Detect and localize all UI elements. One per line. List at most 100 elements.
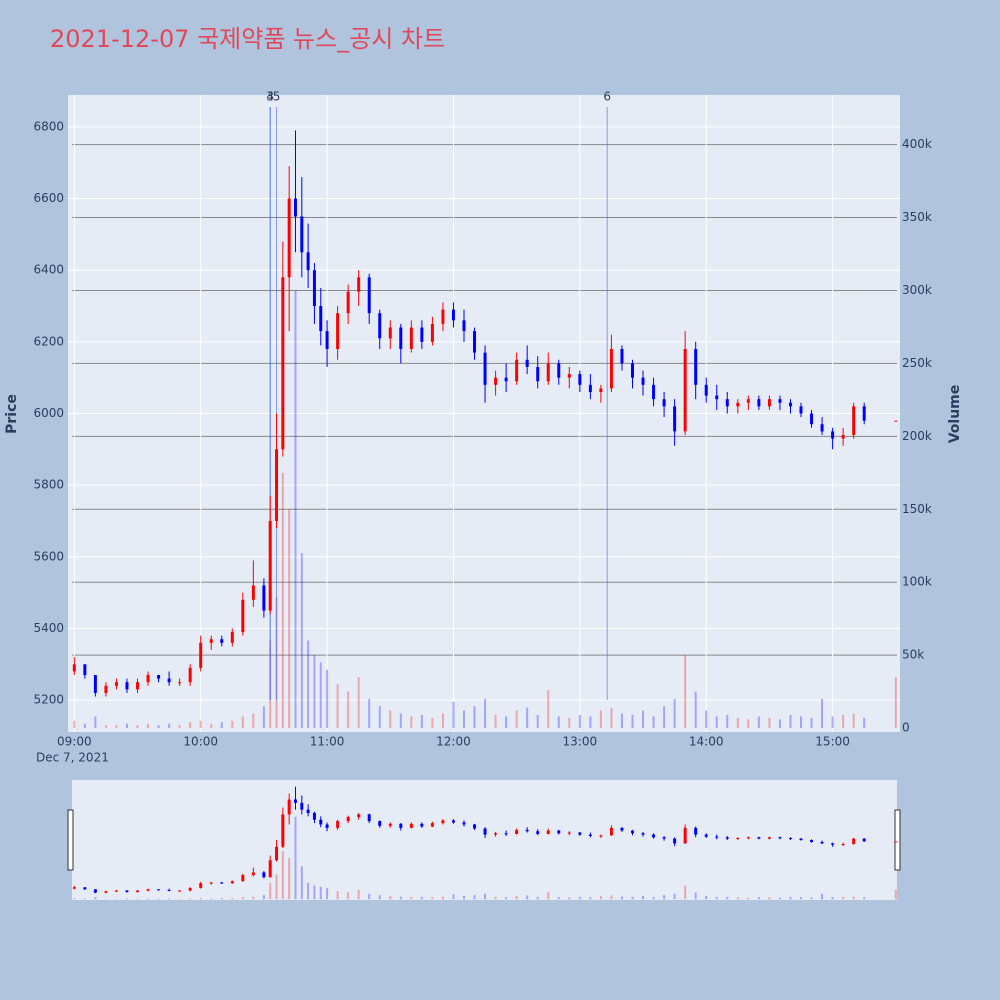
candle-body [319, 306, 323, 332]
mini-volume-bar [410, 897, 413, 900]
mini-volume-bar [275, 874, 278, 900]
mini-volume-bar [368, 893, 371, 900]
candle-body [268, 520, 272, 611]
mini-volume-bar [73, 897, 76, 900]
mini-volume-bar [347, 892, 350, 900]
mini-body [319, 819, 323, 825]
mini-body [199, 883, 203, 888]
mini-body [557, 830, 561, 834]
mini-volume-bar [547, 892, 550, 900]
mini-body [346, 817, 350, 822]
candle-body [757, 399, 761, 407]
mini-body [715, 836, 719, 838]
mini-body [683, 827, 687, 844]
volume-bar [578, 714, 581, 729]
y2-tick-label: 0 [902, 721, 910, 735]
y-tick-label: 5800 [33, 478, 64, 492]
candle-body [578, 374, 582, 385]
mini-volume-bar [189, 898, 192, 900]
mini-volume-bar [568, 897, 571, 900]
mini-body [757, 837, 761, 839]
candle-body [778, 399, 782, 403]
candle-body [220, 639, 224, 643]
candle-body [136, 682, 140, 690]
volume-bar [307, 640, 310, 729]
mini-body [536, 831, 540, 834]
mini-volume-bar [536, 896, 539, 900]
mini-volume-bar [852, 896, 855, 900]
volume-bar [368, 698, 371, 729]
candle-body [262, 585, 266, 611]
y2-tick-label: 300k [902, 283, 932, 297]
candle-body [525, 359, 529, 367]
volume-bar [357, 677, 360, 729]
mini-volume-bar [357, 889, 360, 900]
candle-body [852, 406, 856, 435]
volume-bar [652, 716, 655, 729]
mini-volume-bar [294, 816, 297, 900]
mini-volume-bar [125, 898, 128, 900]
range-slider[interactable] [72, 780, 897, 900]
mini-body [704, 834, 708, 837]
mini-volume-bar [441, 896, 444, 900]
mini-body [275, 846, 279, 861]
mini-volume-bar [726, 896, 729, 900]
mini-body [578, 832, 582, 835]
candle-body [473, 331, 477, 353]
candle-body [287, 198, 291, 278]
mini-volume-bar [281, 851, 284, 900]
candle-body [199, 642, 203, 668]
mini-volume-bar [420, 896, 423, 900]
candle-body [306, 252, 310, 271]
mini-volume-bar [842, 896, 845, 900]
mini-volume-bar [147, 898, 150, 900]
volume-bar [526, 707, 529, 729]
mini-body [662, 837, 666, 839]
volume-bar [300, 553, 303, 729]
volume-bar [83, 723, 86, 729]
candle-body [641, 377, 645, 385]
volume-bar [431, 717, 434, 729]
mini-volume-bar [326, 888, 329, 900]
y2-tick-label: 150k [902, 502, 932, 516]
candle-body [620, 349, 624, 364]
volume-bar [73, 720, 76, 729]
slider-handle[interactable] [894, 809, 901, 871]
volume-bar [115, 725, 118, 729]
mini-volume-bar [705, 895, 708, 900]
volume-bar [789, 714, 792, 729]
candle-body [178, 682, 182, 684]
mini-body [72, 887, 76, 889]
candle-body [504, 377, 508, 382]
x-tick-label: 10:00 [183, 735, 218, 749]
mini-body [325, 824, 329, 828]
mini-volume-bar [768, 897, 771, 900]
candle-body [209, 639, 213, 643]
mini-volume-bar [378, 895, 381, 900]
candle-body [146, 675, 150, 683]
mini-body [157, 889, 161, 891]
candle-body [810, 413, 814, 425]
mini-volume-bar [810, 897, 813, 900]
mini-volume-bar [231, 897, 234, 900]
mini-volume-bar [821, 893, 824, 900]
mini-body [609, 827, 613, 836]
mini-body [494, 833, 498, 835]
news-label: 4 [266, 90, 274, 104]
volume-bar [736, 717, 739, 729]
mini-body [188, 887, 192, 891]
y2-tick-label: 350k [902, 210, 932, 224]
candle-body [451, 309, 455, 321]
mini-body [399, 823, 403, 828]
mini-volume-bar [800, 897, 803, 900]
slider-handle[interactable] [67, 809, 74, 871]
volume-bar [684, 655, 687, 729]
mini-body [209, 882, 213, 884]
mini-volume-bar [663, 895, 666, 900]
x-tick-label: 14:00 [689, 735, 724, 749]
mini-volume-bar [684, 885, 687, 900]
mini-body [504, 833, 508, 835]
volume-bar [441, 713, 444, 729]
mini-body [473, 824, 477, 829]
candle-body [336, 313, 340, 350]
